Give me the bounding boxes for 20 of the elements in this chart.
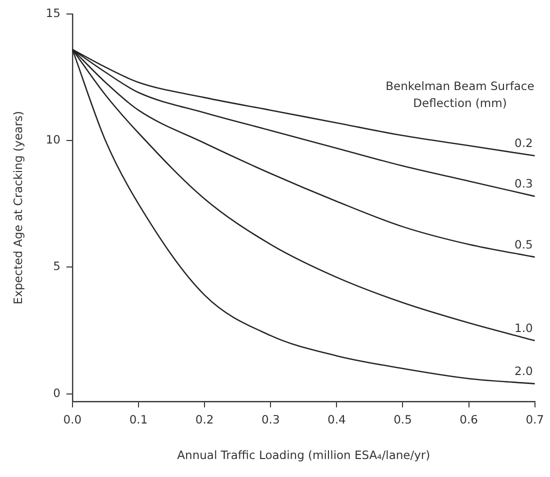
x-tick-label: 0.5 [394, 412, 412, 426]
y-tick-label: 0 [53, 386, 60, 400]
x-tick-label: 0.7 [526, 412, 544, 426]
x-tick-label: 0.1 [129, 412, 148, 426]
x-tick-label: 0.3 [261, 412, 280, 426]
y-axis-title: Expected Age at Cracking (years) [10, 111, 25, 304]
series-label: 0.5 [514, 237, 533, 252]
legend-title: Benkelman Beam Surface Deflection (mm) [384, 78, 536, 112]
series-label: 2.0 [514, 364, 533, 378]
y-tick-label: 5 [53, 259, 60, 274]
y-tick-label: 15 [46, 6, 60, 20]
series-label: 1.0 [514, 320, 533, 335]
series-label: 0.3 [514, 176, 533, 191]
x-tick-label: 0.0 [63, 412, 82, 426]
series-label: 0.2 [514, 136, 533, 150]
x-axis-title: Annual Traffic Loading (million ESA₄/lane/yr) [177, 448, 430, 462]
y-tick-label: 10 [46, 132, 60, 147]
x-tick-label: 0.4 [328, 412, 346, 426]
x-tick-label: 0.2 [195, 412, 214, 426]
x-tick-label: 0.6 [460, 412, 478, 426]
